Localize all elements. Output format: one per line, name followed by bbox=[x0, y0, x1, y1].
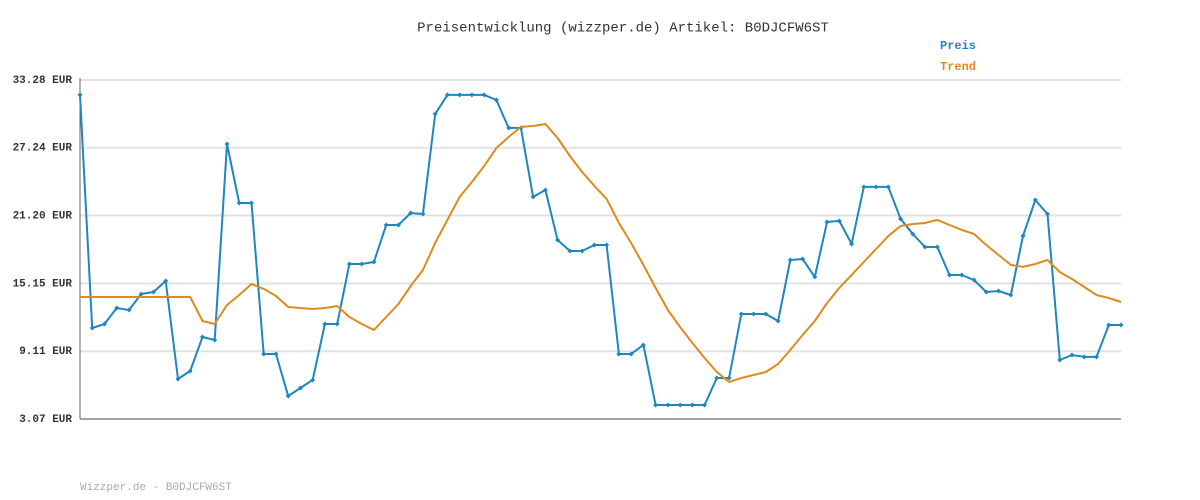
point-marker bbox=[873, 184, 879, 190]
point-marker bbox=[555, 237, 561, 243]
point-marker bbox=[726, 375, 732, 381]
point-marker bbox=[1106, 322, 1112, 328]
point-marker bbox=[934, 244, 940, 250]
point-marker bbox=[163, 278, 169, 284]
legend-label: Trend bbox=[940, 60, 976, 74]
point-marker bbox=[738, 311, 744, 317]
point-marker bbox=[359, 261, 365, 267]
point-marker bbox=[1020, 233, 1026, 239]
point-marker bbox=[567, 248, 573, 254]
point-marker bbox=[346, 261, 352, 267]
point-marker bbox=[334, 321, 340, 327]
point-marker bbox=[395, 222, 401, 228]
point-marker bbox=[971, 277, 977, 283]
point-marker bbox=[1069, 352, 1075, 358]
point-marker bbox=[506, 125, 512, 131]
y-tick-label: 9.11 EUR bbox=[19, 346, 72, 358]
point-marker bbox=[763, 311, 769, 317]
point-marker bbox=[212, 337, 218, 343]
point-marker bbox=[310, 377, 316, 383]
point-marker bbox=[861, 184, 867, 190]
point-marker bbox=[1094, 354, 1100, 360]
series-line bbox=[80, 123, 1122, 383]
point-marker bbox=[224, 141, 230, 147]
chart-title: Preisentwicklung (wizzper.de) Artikel: B… bbox=[417, 21, 829, 37]
point-marker bbox=[261, 351, 267, 357]
series-line bbox=[79, 93, 1121, 406]
point-marker bbox=[138, 291, 144, 297]
y-tick-label: 33.28 EUR bbox=[13, 75, 73, 87]
point-marker bbox=[493, 97, 499, 103]
point-marker bbox=[689, 402, 695, 408]
point-marker bbox=[898, 216, 904, 222]
point-marker bbox=[101, 321, 107, 327]
point-marker bbox=[530, 194, 536, 200]
point-marker bbox=[628, 351, 634, 357]
point-marker bbox=[77, 92, 83, 98]
point-marker bbox=[1118, 322, 1124, 328]
point-marker bbox=[959, 272, 965, 278]
point-marker bbox=[1081, 354, 1087, 360]
point-marker bbox=[285, 393, 291, 399]
point-marker bbox=[812, 274, 818, 280]
point-marker bbox=[983, 289, 989, 295]
point-marker bbox=[836, 218, 842, 224]
point-marker bbox=[714, 375, 720, 381]
point-marker bbox=[910, 231, 916, 237]
point-marker bbox=[1045, 211, 1051, 217]
point-marker bbox=[922, 244, 928, 250]
point-marker bbox=[1008, 292, 1014, 298]
point-marker bbox=[702, 402, 708, 408]
point-marker bbox=[1032, 197, 1038, 203]
point-marker bbox=[653, 402, 659, 408]
y-tick-label: 3.07 EUR bbox=[19, 414, 72, 426]
point-marker bbox=[591, 242, 597, 248]
point-marker bbox=[579, 248, 585, 254]
point-marker bbox=[432, 111, 438, 117]
point-marker bbox=[996, 288, 1002, 294]
point-marker bbox=[371, 259, 377, 265]
point-marker bbox=[849, 241, 855, 247]
point-marker bbox=[800, 256, 806, 262]
point-marker bbox=[322, 321, 328, 327]
legend-label: Preis bbox=[940, 39, 976, 53]
point-marker bbox=[420, 211, 426, 217]
point-marker bbox=[677, 402, 683, 408]
point-marker bbox=[297, 385, 303, 391]
point-marker bbox=[273, 351, 279, 357]
point-marker bbox=[469, 92, 475, 98]
point-marker bbox=[89, 325, 95, 331]
point-marker bbox=[481, 92, 487, 98]
point-marker bbox=[542, 187, 548, 193]
point-marker bbox=[126, 307, 132, 313]
y-tick-label: 21.20 EUR bbox=[13, 210, 73, 222]
point-marker bbox=[236, 200, 242, 206]
point-marker bbox=[457, 92, 463, 98]
point-marker bbox=[616, 351, 622, 357]
point-marker bbox=[787, 257, 793, 263]
point-marker bbox=[885, 184, 891, 190]
y-tick-label: 27.24 EUR bbox=[13, 143, 73, 155]
point-marker bbox=[114, 305, 120, 311]
point-marker bbox=[665, 402, 671, 408]
point-marker bbox=[604, 242, 610, 248]
point-marker bbox=[408, 210, 414, 216]
point-marker bbox=[175, 376, 181, 382]
point-marker bbox=[444, 92, 450, 98]
point-marker bbox=[775, 318, 781, 324]
footer: Wizzper.de - B0DJCFW6ST bbox=[80, 482, 232, 494]
point-marker bbox=[248, 200, 254, 206]
point-marker bbox=[1057, 357, 1063, 363]
point-marker bbox=[383, 222, 389, 228]
point-marker bbox=[824, 219, 830, 225]
point-marker bbox=[640, 342, 646, 348]
point-marker bbox=[947, 272, 953, 278]
point-marker bbox=[751, 311, 757, 317]
point-marker bbox=[150, 289, 156, 295]
point-marker bbox=[187, 368, 193, 374]
point-marker bbox=[199, 334, 205, 340]
y-tick-label: 15.15 EUR bbox=[13, 278, 73, 290]
